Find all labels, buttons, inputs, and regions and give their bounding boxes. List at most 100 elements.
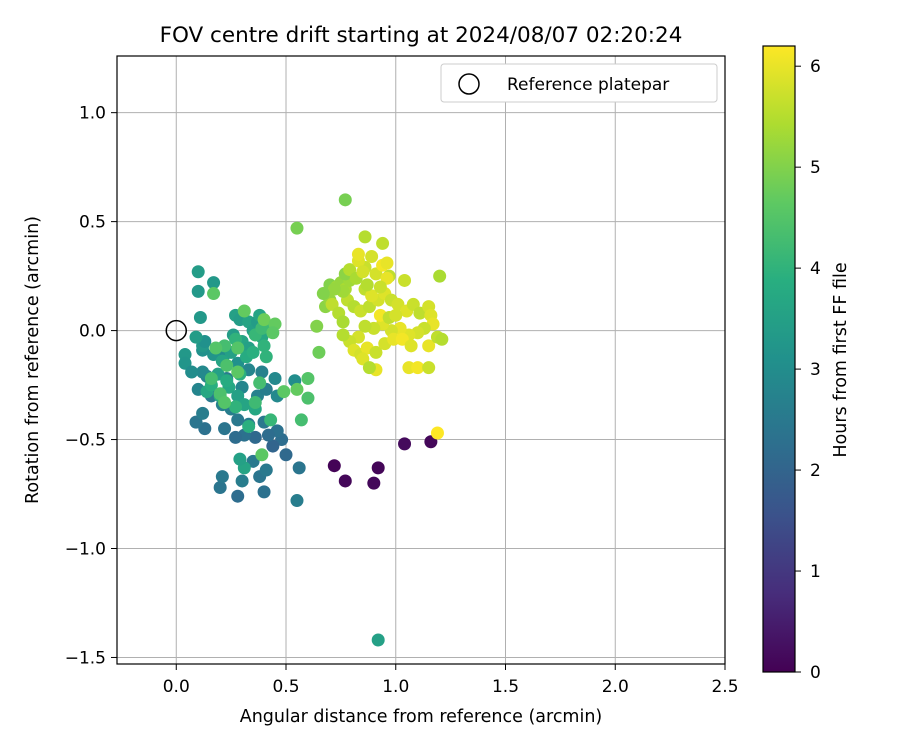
data-point — [231, 489, 245, 503]
data-point — [389, 308, 403, 322]
data-point — [207, 276, 221, 290]
data-point — [358, 230, 372, 244]
data-point — [220, 374, 234, 388]
data-point — [316, 287, 330, 301]
data-point — [231, 413, 245, 427]
data-point — [253, 376, 267, 390]
data-point — [255, 365, 269, 379]
colorbar-ticks: 0 1 2 3 4 5 6 — [795, 57, 821, 683]
data-point — [294, 413, 308, 427]
colorbar-tick-label: 2 — [810, 461, 821, 481]
data-point — [231, 341, 245, 355]
x-tick-label: 0.5 — [272, 677, 299, 697]
data-point — [209, 341, 223, 355]
data-point — [191, 265, 205, 279]
data-point — [248, 430, 262, 444]
x-tick-label: 1.5 — [492, 677, 519, 697]
y-tick-label: −1.0 — [65, 540, 106, 560]
data-point — [196, 406, 210, 420]
data-point — [290, 382, 304, 396]
data-point — [220, 358, 234, 372]
x-tick-label: 2.5 — [711, 677, 738, 697]
data-point — [189, 330, 203, 344]
colorbar: 0 1 2 3 4 5 6 Hours from first FF file — [762, 45, 851, 683]
data-point — [242, 419, 256, 433]
legend-open-circle-marker — [458, 73, 480, 95]
data-point — [301, 391, 315, 405]
colorbar-tick-label: 1 — [810, 562, 821, 582]
data-point — [257, 313, 271, 327]
data-point — [422, 339, 436, 353]
data-point — [261, 428, 275, 442]
data-point — [229, 430, 243, 444]
colorbar-tick-label: 4 — [810, 259, 821, 279]
y-axis-ticks: −1.5 −1.0 −0.5 0.0 0.5 1.0 — [65, 104, 117, 668]
data-point — [327, 282, 341, 296]
data-point — [248, 395, 262, 409]
data-point — [218, 395, 232, 409]
colorbar-gradient — [762, 45, 796, 673]
data-point — [365, 289, 379, 303]
data-point — [277, 385, 291, 399]
data-point — [259, 463, 273, 477]
data-point — [398, 273, 412, 287]
reference-platepar-marker — [165, 319, 188, 342]
colorbar-label: Hours from first FF file — [831, 262, 851, 457]
data-point — [356, 265, 370, 279]
data-point — [233, 452, 247, 466]
data-point — [207, 287, 221, 301]
plot-frame — [116, 55, 726, 665]
y-tick-label: −0.5 — [65, 431, 106, 451]
data-points — [178, 193, 449, 647]
data-point — [358, 319, 372, 333]
colorbar-tick-label: 0 — [810, 663, 821, 683]
y-tick-label: 1.0 — [79, 104, 106, 124]
colorbar-tick-label: 3 — [810, 360, 821, 380]
data-point — [360, 278, 374, 292]
legend: Reference platepar — [440, 63, 718, 103]
data-point — [213, 480, 227, 494]
data-point — [312, 345, 326, 359]
data-point — [204, 372, 218, 386]
legend-box — [440, 63, 718, 103]
data-point — [365, 249, 379, 263]
data-point — [422, 361, 436, 375]
data-point — [362, 361, 376, 375]
colorbar-tick-label: 6 — [810, 57, 821, 77]
data-point — [369, 345, 383, 359]
data-point — [292, 461, 306, 475]
y-tick-label: 0.5 — [79, 213, 106, 233]
data-point — [327, 459, 341, 473]
data-point — [185, 365, 199, 379]
data-point — [376, 236, 390, 250]
data-point — [229, 400, 243, 414]
data-point — [290, 494, 304, 508]
data-point — [235, 474, 249, 488]
data-point — [218, 422, 232, 436]
data-point — [367, 476, 381, 490]
data-point — [259, 350, 273, 364]
data-point — [290, 221, 304, 235]
data-point — [435, 332, 449, 346]
data-point — [191, 284, 205, 298]
data-point — [257, 339, 271, 353]
colorbar-tick-label: 5 — [810, 158, 821, 178]
x-tick-label: 0.0 — [163, 677, 190, 697]
data-point — [433, 269, 447, 283]
data-point — [237, 304, 251, 318]
data-point — [411, 361, 425, 375]
chart-title: FOV centre drift starting at 2024/08/07 … — [160, 23, 683, 48]
data-point — [301, 372, 315, 386]
y-tick-label: 0.0 — [79, 322, 106, 342]
data-point — [310, 319, 324, 333]
data-point — [430, 426, 444, 440]
data-point — [193, 311, 207, 325]
data-point — [338, 193, 352, 207]
plot-area — [117, 56, 725, 664]
reference-marker — [165, 319, 188, 342]
x-tick-label: 1.0 — [382, 677, 409, 697]
data-point — [338, 474, 352, 488]
data-point — [266, 326, 280, 340]
data-point — [255, 448, 269, 462]
